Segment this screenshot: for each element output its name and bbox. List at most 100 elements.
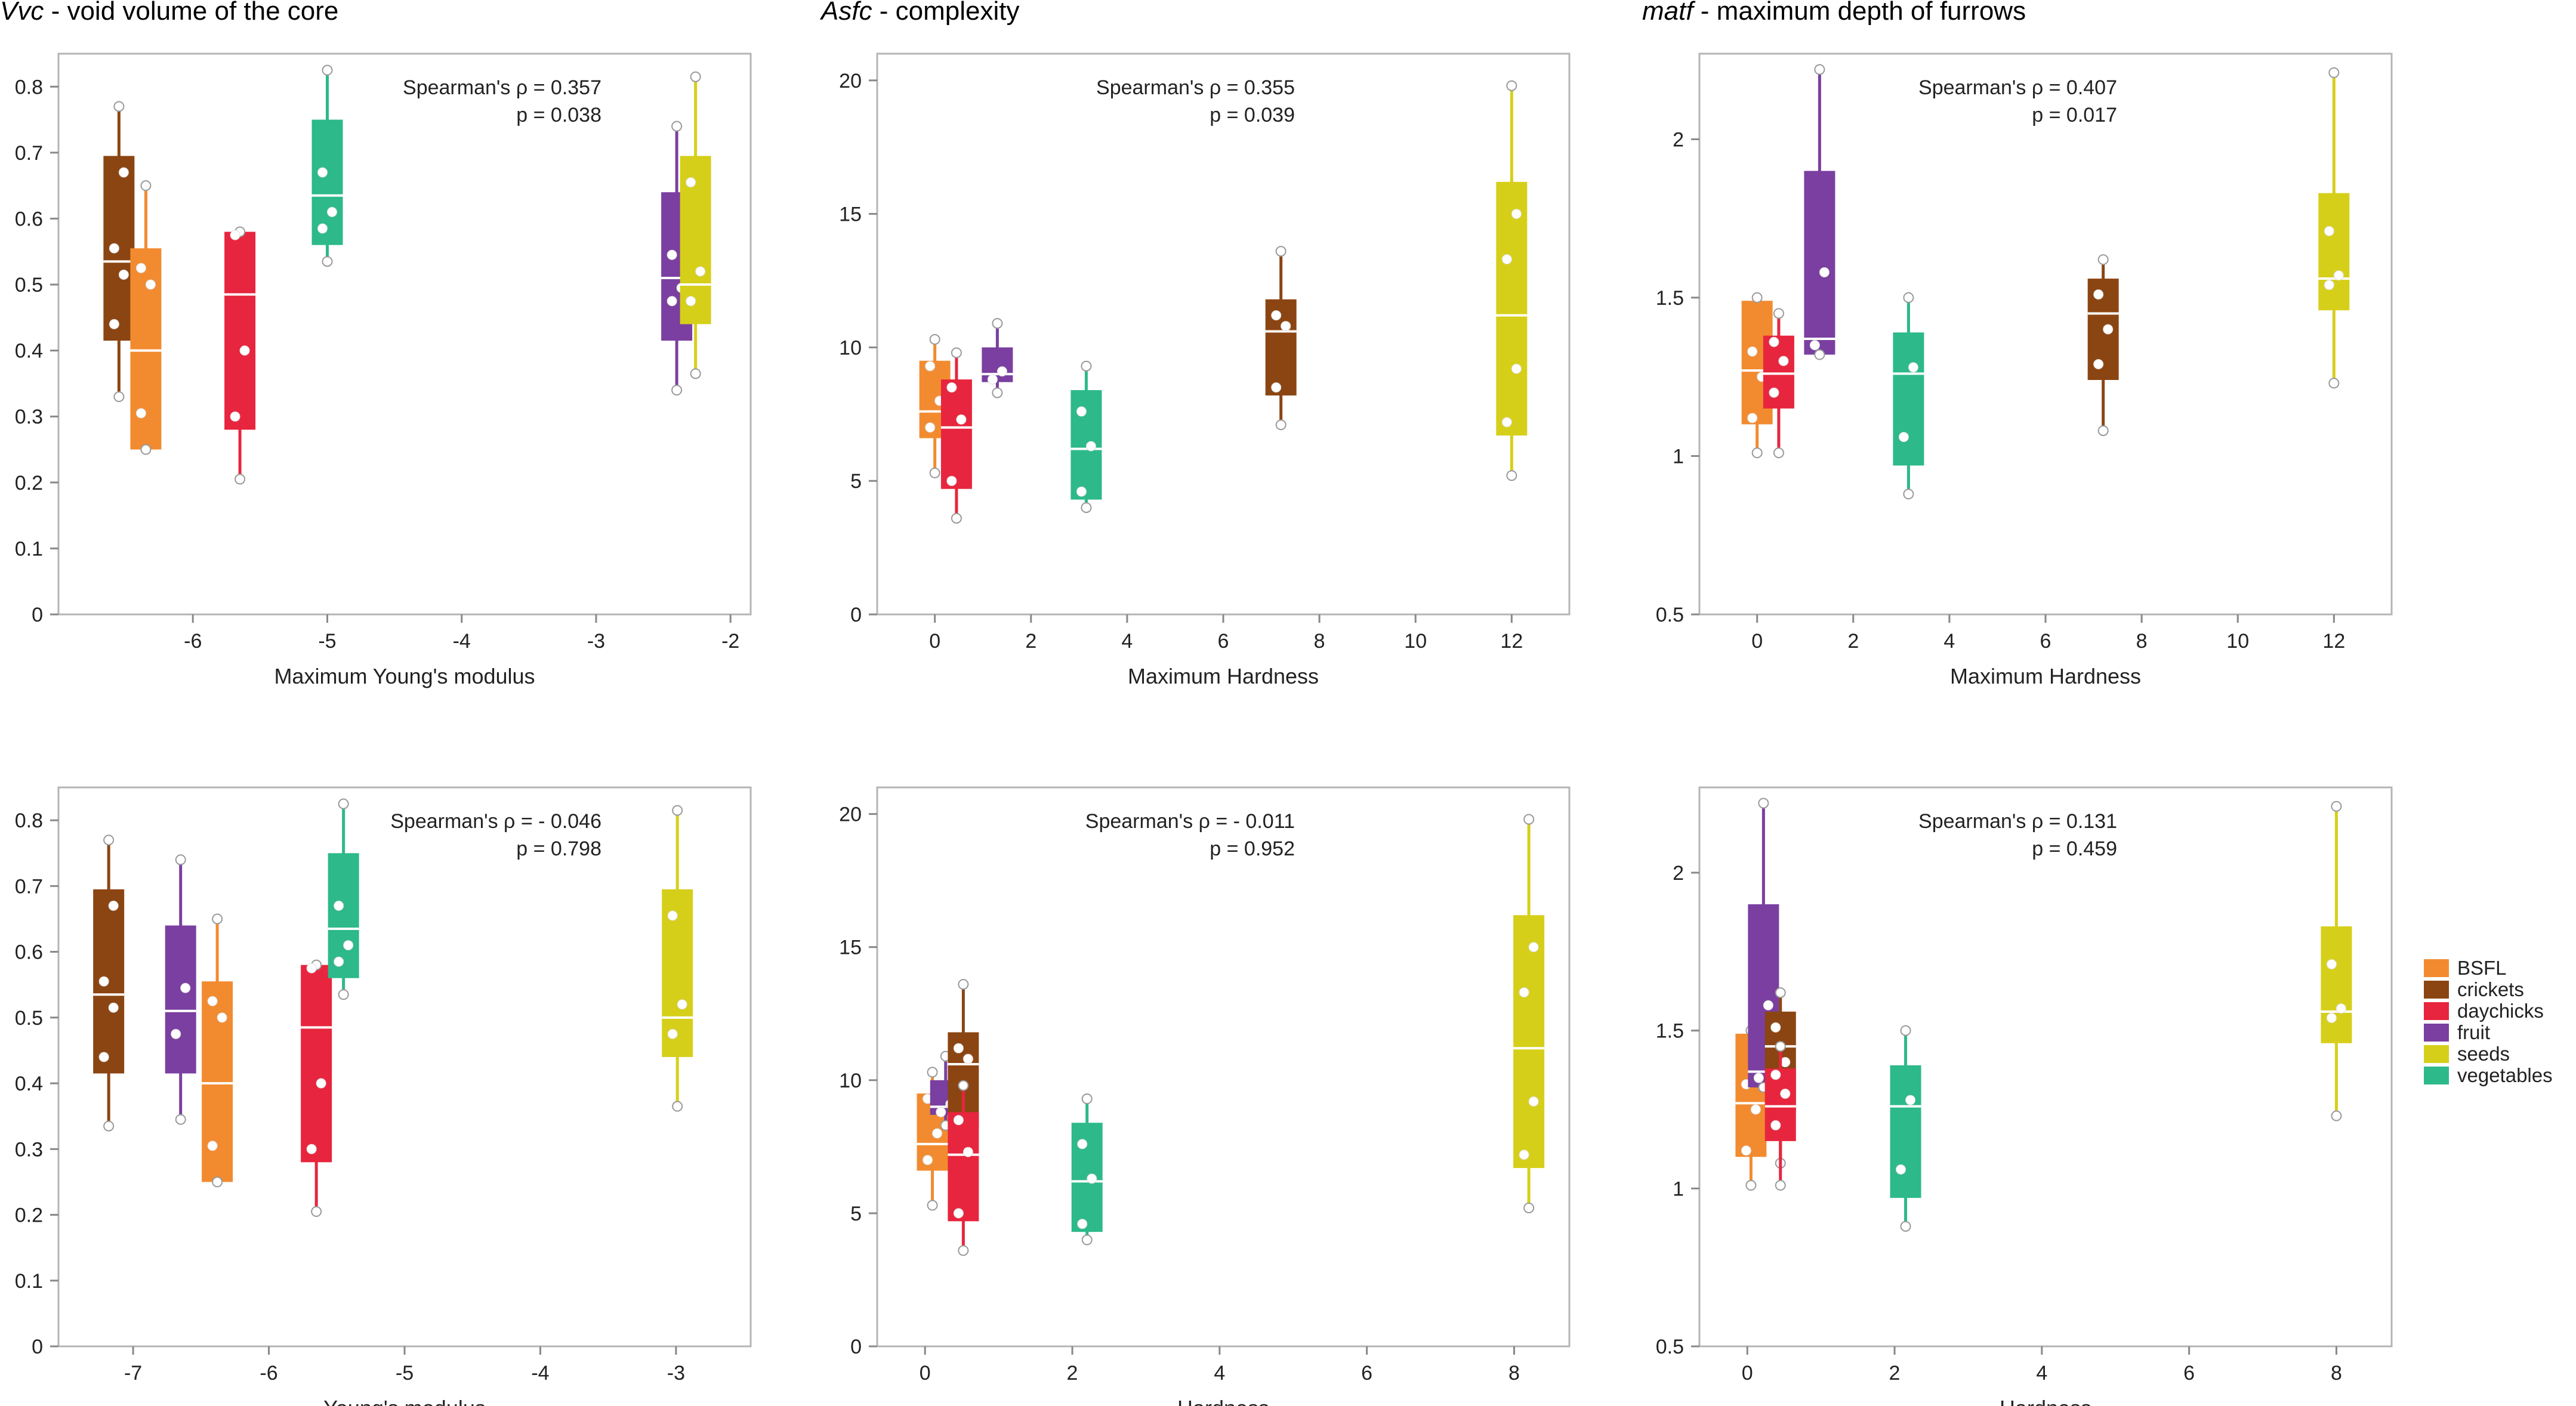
data-point-min — [1745, 1180, 1757, 1191]
data-point — [1750, 1104, 1761, 1115]
legend-swatch — [2424, 959, 2449, 977]
box-fruit — [1804, 64, 1835, 360]
x-tick-label: -6 — [184, 630, 202, 653]
data-point — [1281, 321, 1291, 332]
data-point-max — [1506, 80, 1517, 91]
legend: BSFL crickets daychicks fruit seeds vege… — [2424, 957, 2553, 1086]
data-point-min — [958, 1245, 969, 1256]
box-crickets — [1265, 246, 1297, 431]
data-point-max — [2097, 254, 2109, 265]
legend-item-bsfl: BSFL — [2424, 957, 2553, 979]
box-body — [130, 248, 162, 450]
data-point — [118, 167, 129, 178]
data-point — [306, 1144, 317, 1154]
data-point — [925, 422, 936, 433]
data-point-min — [690, 368, 701, 379]
box-body — [940, 379, 972, 489]
data-point — [2093, 359, 2104, 369]
spearman-rho-label: Spearman's ρ = - 0.011 — [1085, 810, 1295, 833]
y-tick-label: 2 — [1673, 862, 1684, 885]
spearman-rho-label: Spearman's ρ = 0.407 — [1918, 76, 2117, 99]
data-point-max — [2328, 67, 2340, 78]
x-tick-label: 6 — [1361, 1362, 1372, 1385]
box-body — [165, 925, 196, 1074]
box-body — [1893, 332, 1924, 466]
data-point — [2326, 959, 2337, 969]
data-point-max — [1758, 798, 1769, 809]
data-point — [953, 1115, 964, 1126]
y-tick-label: 10 — [839, 336, 862, 359]
legend-swatch — [2424, 1067, 2449, 1084]
data-point — [207, 1141, 218, 1151]
box-vegetables — [1893, 292, 1924, 500]
y-tick-label: 20 — [839, 804, 862, 826]
data-point — [118, 269, 129, 280]
box-body — [2321, 926, 2352, 1043]
box-body — [1804, 171, 1835, 355]
data-point-max — [1903, 292, 1914, 303]
data-point — [953, 1043, 964, 1053]
data-point — [1501, 417, 1512, 428]
data-point — [109, 319, 119, 329]
y-tick-label: 0.5 — [1656, 1336, 1684, 1358]
data-point — [2103, 324, 2114, 335]
x-axis-label: Hardness — [2000, 1396, 2091, 1406]
plot-frame — [1698, 786, 2393, 1348]
data-point — [1076, 406, 1087, 417]
legend-item-vegetables: vegetables — [2424, 1064, 2553, 1086]
data-point — [230, 230, 240, 240]
x-tick-label: 8 — [1314, 630, 1325, 653]
data-point — [1271, 382, 1282, 393]
data-point-max — [1775, 987, 1786, 999]
y-tick-label: 1.5 — [1656, 1020, 1684, 1043]
data-point — [1905, 1095, 1916, 1105]
box-crickets — [93, 835, 125, 1132]
data-point — [108, 900, 119, 911]
data-point — [1770, 1120, 1781, 1130]
x-tick-label: 6 — [2183, 1362, 2195, 1385]
y-tick-label: 0 — [850, 1336, 862, 1358]
data-point — [135, 262, 146, 273]
legend-item-seeds: seeds — [2424, 1043, 2553, 1065]
legend-item-crickets: crickets — [2424, 978, 2553, 1000]
y-tick-label: 5 — [850, 470, 862, 493]
data-point — [953, 1208, 964, 1219]
legend-label: BSFL — [2457, 957, 2507, 979]
data-point-max — [212, 913, 223, 925]
data-point-max — [958, 1080, 969, 1091]
title-italic: Vvc — [0, 0, 44, 26]
plot-frame — [876, 786, 1571, 1348]
data-point — [317, 167, 328, 178]
x-tick-label: 4 — [1943, 630, 1955, 653]
data-point — [326, 206, 337, 217]
box-fruit — [165, 854, 196, 1125]
data-point — [1769, 336, 1779, 347]
y-tick-label: 10 — [839, 1070, 862, 1092]
data-point — [207, 996, 218, 1006]
y-tick-label: 0 — [850, 604, 862, 626]
data-point-max — [1081, 360, 1092, 372]
legend-swatch — [2424, 1024, 2449, 1042]
box-BSFL — [202, 913, 233, 1188]
y-tick-label: 0.1 — [15, 537, 43, 560]
p-value-label: p = 0.039 — [1210, 104, 1295, 126]
x-tick-label: 0 — [1751, 630, 1763, 653]
box-crickets — [103, 101, 135, 403]
data-point — [334, 900, 344, 911]
y-tick-label: 0.8 — [15, 76, 43, 98]
legend-label: seeds — [2457, 1043, 2510, 1065]
data-point — [180, 982, 191, 993]
data-point — [677, 999, 687, 1010]
box-vegetables — [1890, 1025, 1921, 1232]
y-tick-label: 0 — [32, 604, 43, 626]
data-point-max — [1523, 814, 1535, 825]
x-tick-label: 2 — [1889, 1362, 1901, 1385]
data-point-max — [1814, 64, 1825, 75]
data-point-max — [103, 835, 115, 846]
data-point — [306, 963, 317, 974]
data-point-min — [927, 1200, 938, 1211]
data-point — [1753, 1073, 1764, 1083]
data-point — [695, 266, 706, 277]
data-point — [239, 345, 250, 356]
